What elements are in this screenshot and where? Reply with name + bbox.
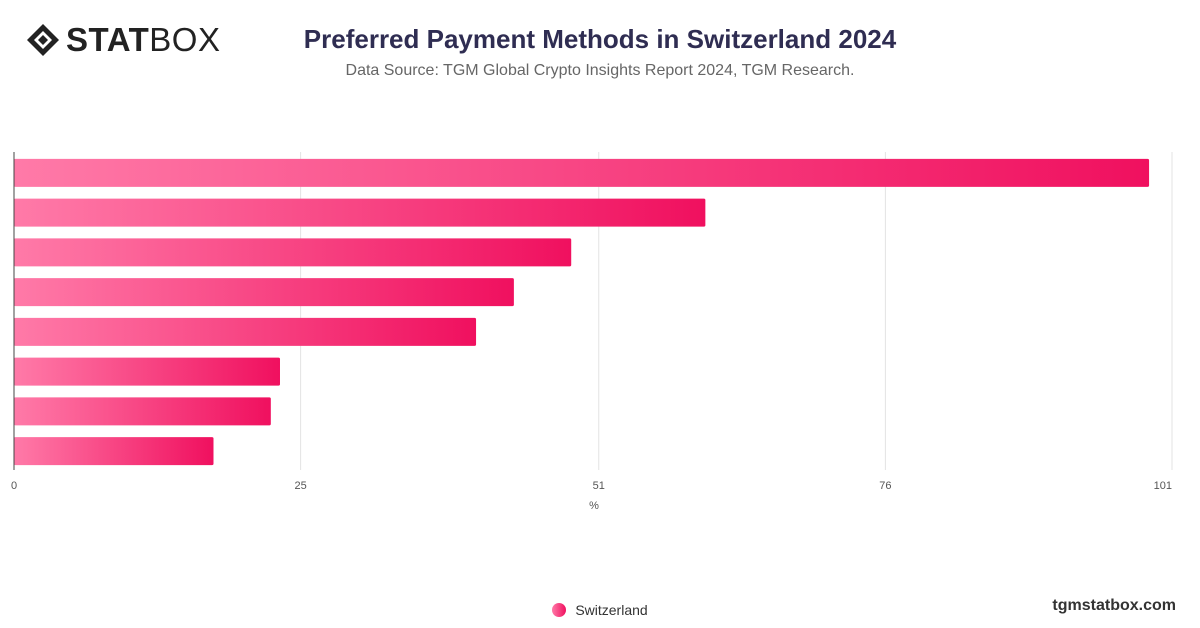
x-tick-label: 25	[295, 480, 307, 492]
statbox-wordmark: STATBOX	[66, 21, 221, 58]
legend-label-switzerland: Switzerland	[575, 602, 648, 618]
bar-5[interactable]	[14, 317, 477, 346]
x-axis-label: %	[589, 500, 599, 512]
chart-title: Preferred Payment Methods in Switzerland…	[303, 24, 897, 54]
bar-1[interactable]	[14, 158, 1150, 187]
x-tick-label: 76	[879, 480, 891, 492]
bar-3[interactable]	[14, 238, 572, 267]
chart-legend[interactable]: Switzerland	[0, 602, 1200, 618]
bar-7[interactable]	[14, 397, 271, 426]
x-tick-label: 101	[1154, 480, 1172, 492]
x-tick-label: 51	[593, 480, 605, 492]
bar-4[interactable]	[14, 278, 514, 307]
legend-swatch-switzerland	[552, 603, 567, 617]
bar-8[interactable]	[14, 437, 214, 466]
bar-6[interactable]	[14, 357, 280, 386]
website-link[interactable]: tgmstatbox.com	[1052, 597, 1176, 614]
statbox-diamond-icon	[27, 24, 59, 56]
statbox-logo: STATBOX	[26, 22, 220, 58]
chart-subtitle: Data Source: TGM Global Crypto Insights …	[345, 62, 855, 79]
bar-2[interactable]	[14, 198, 706, 227]
x-tick-label: 0	[11, 480, 17, 492]
